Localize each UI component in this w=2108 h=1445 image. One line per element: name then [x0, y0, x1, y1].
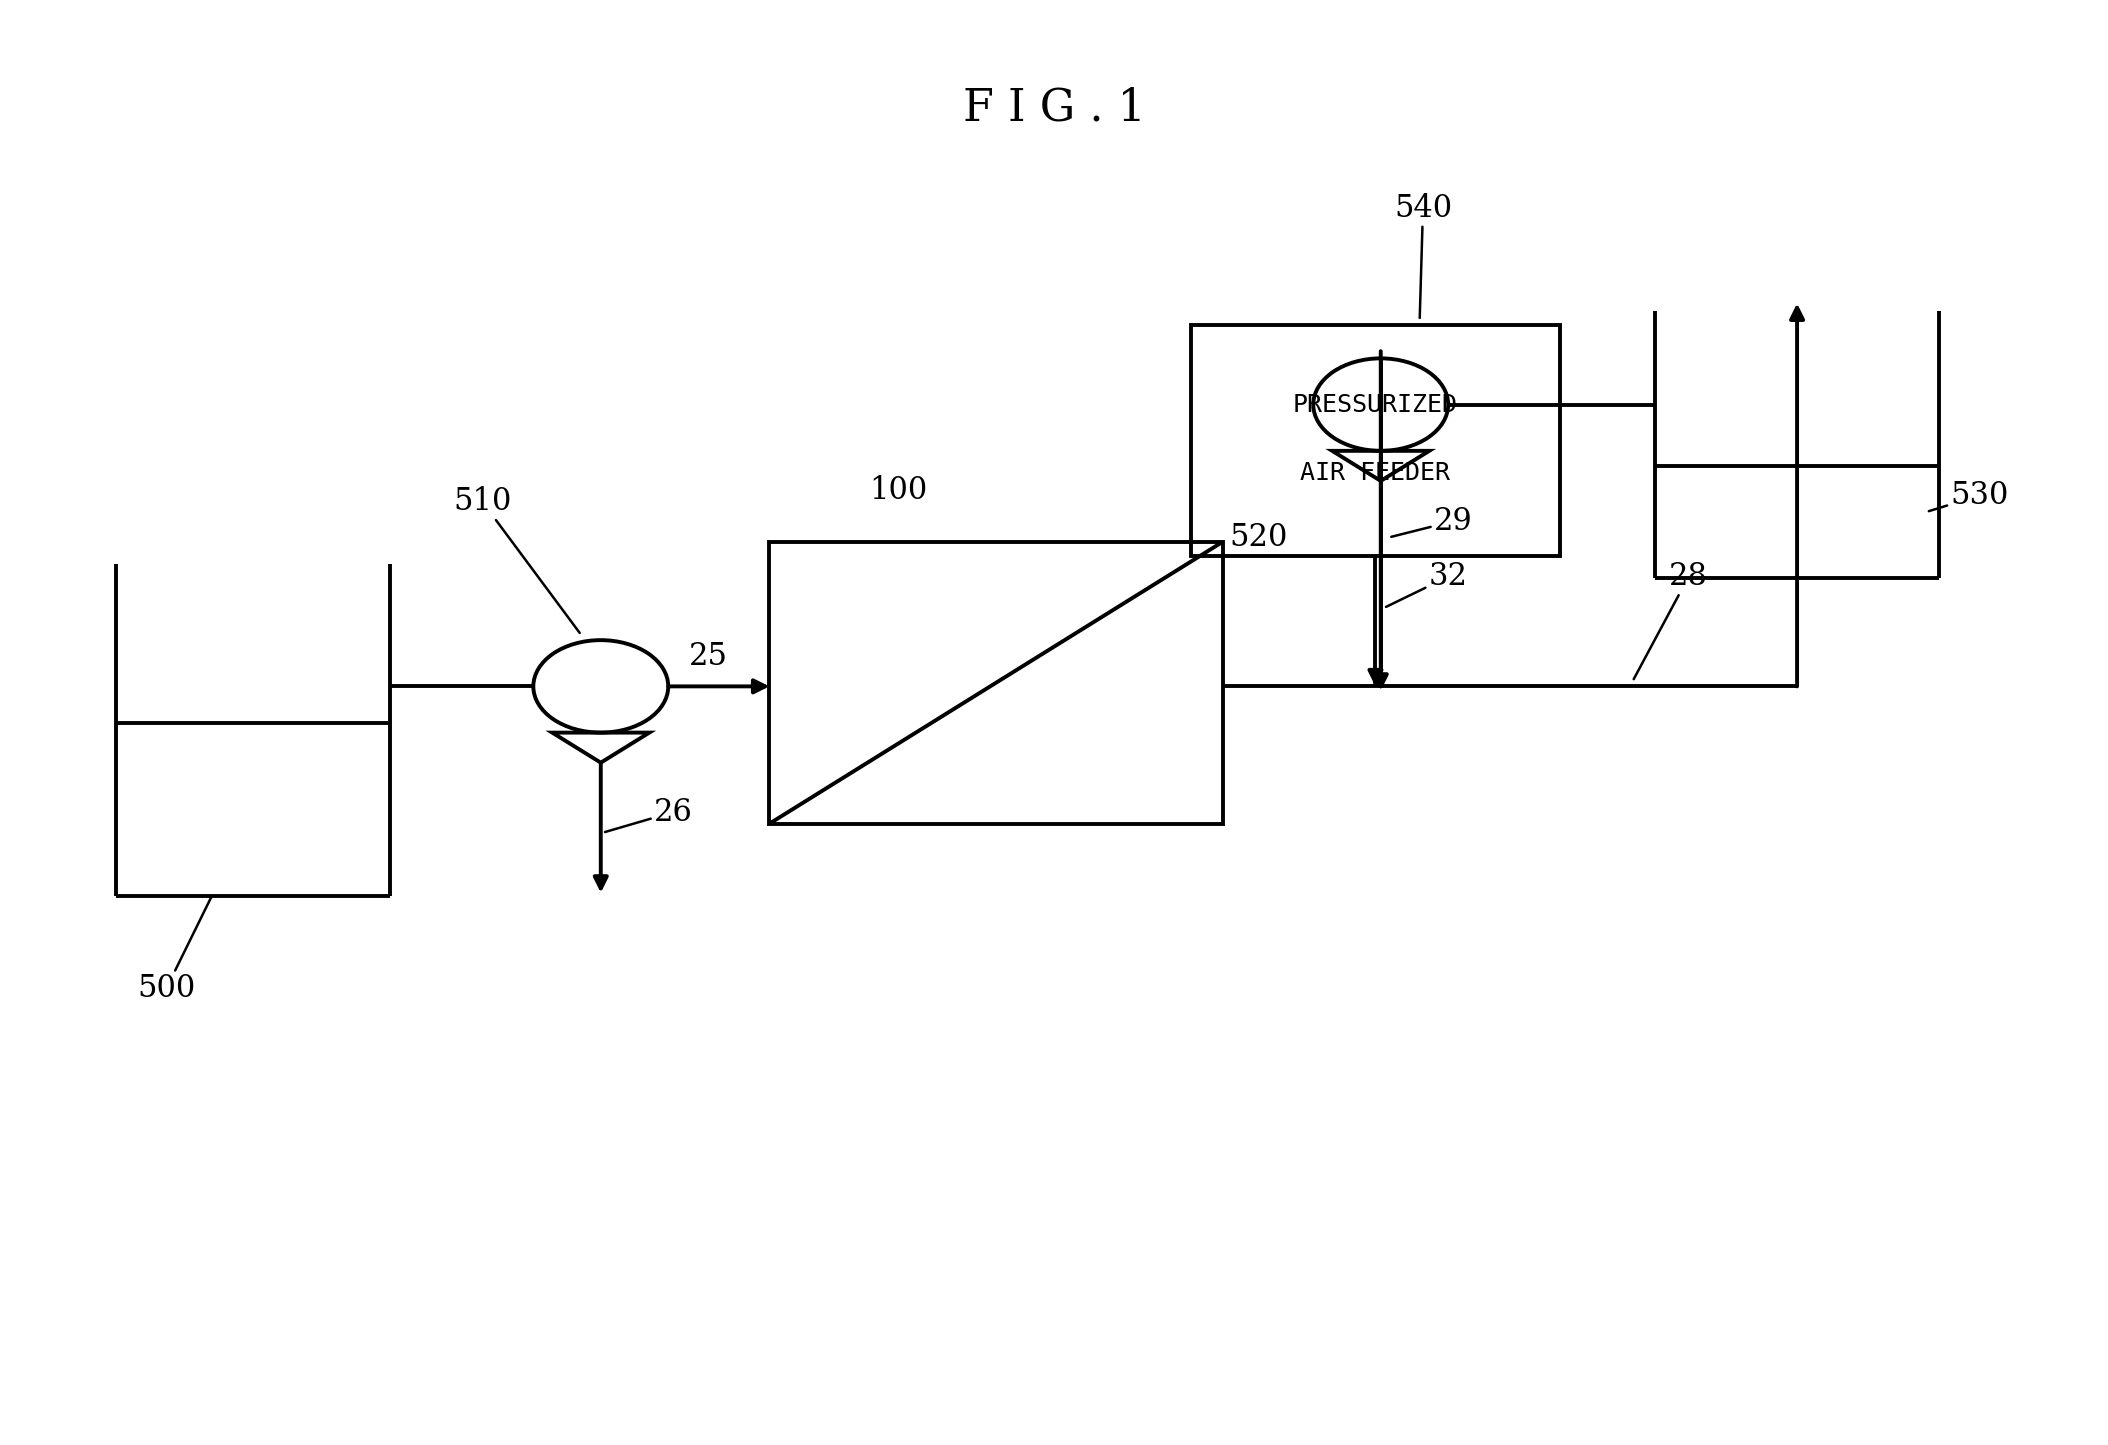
Text: 25: 25 — [689, 642, 729, 672]
Text: 29: 29 — [1391, 506, 1471, 536]
Text: 32: 32 — [1387, 562, 1467, 607]
Text: 500: 500 — [137, 896, 211, 1004]
Text: 540: 540 — [1393, 194, 1452, 318]
Text: PRESSURIZED: PRESSURIZED — [1292, 393, 1459, 416]
Bar — [1191, 325, 1560, 556]
Text: F I G . 1: F I G . 1 — [963, 87, 1145, 130]
Text: 530: 530 — [1929, 480, 2009, 512]
Text: 510: 510 — [453, 487, 580, 633]
Text: AIR FEEDER: AIR FEEDER — [1301, 461, 1450, 484]
Text: 520: 520 — [1229, 522, 1288, 553]
Text: 28: 28 — [1634, 562, 1707, 679]
Text: 100: 100 — [868, 475, 928, 506]
Text: 26: 26 — [605, 796, 691, 832]
Bar — [769, 542, 1223, 824]
